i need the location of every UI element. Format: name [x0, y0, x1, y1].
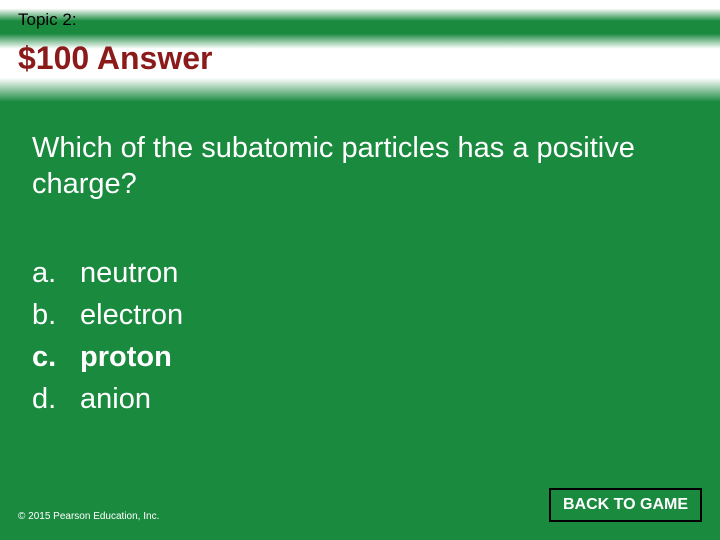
option-letter: d.: [32, 378, 80, 420]
slide-title: $100 Answer: [18, 40, 212, 77]
option-text: anion: [80, 378, 151, 420]
option-row: b. electron: [32, 294, 183, 336]
option-letter: b.: [32, 294, 80, 336]
question-text: Which of the subatomic particles has a p…: [32, 130, 688, 203]
options-list: a. neutron b. electron c. proton d. anio…: [32, 252, 183, 420]
slide: Topic 2: $100 Answer Which of the subato…: [0, 0, 720, 540]
option-row-correct: c. proton: [32, 336, 183, 378]
option-text: proton: [80, 336, 172, 378]
option-letter: a.: [32, 252, 80, 294]
back-to-game-button[interactable]: BACK TO GAME: [549, 488, 702, 522]
copyright-text: © 2015 Pearson Education, Inc.: [18, 511, 159, 522]
option-row: d. anion: [32, 378, 183, 420]
option-text: electron: [80, 294, 183, 336]
option-letter: c.: [32, 336, 80, 378]
topic-label: Topic 2:: [18, 10, 77, 30]
header-fade: [0, 78, 720, 102]
option-row: a. neutron: [32, 252, 183, 294]
option-text: neutron: [80, 252, 178, 294]
